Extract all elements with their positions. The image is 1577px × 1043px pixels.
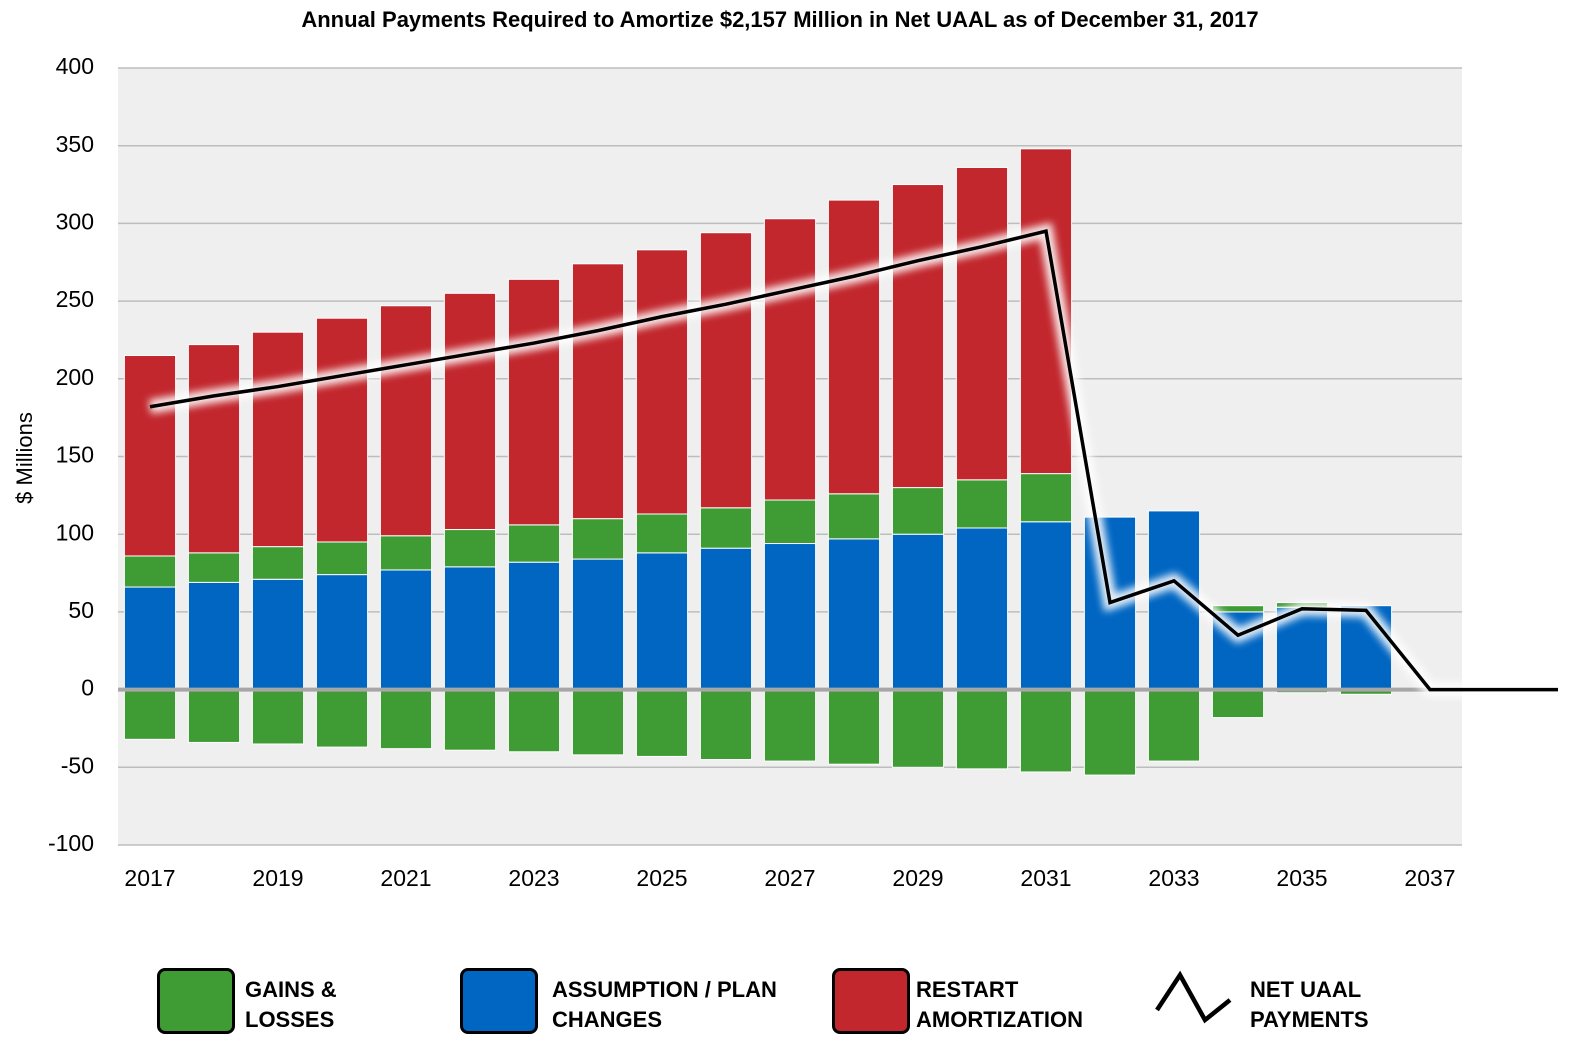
bar-segment	[699, 547, 753, 691]
bar-segment	[955, 527, 1009, 691]
bar-segment	[379, 535, 433, 571]
bar-segment	[827, 493, 881, 540]
bar-segment	[251, 331, 305, 548]
bar-segment	[1019, 521, 1073, 691]
bar-segment	[1083, 689, 1137, 776]
bar-segment	[763, 499, 817, 545]
bar-segment	[635, 689, 689, 757]
bar-segment	[827, 689, 881, 765]
bar-segment	[443, 292, 497, 531]
bar-segment	[251, 546, 305, 580]
bar-segment	[315, 317, 369, 543]
bar-segment	[1019, 473, 1073, 523]
bar-segment	[635, 513, 689, 554]
x-tick-label: 2029	[892, 865, 943, 891]
bar-segment	[443, 566, 497, 691]
bar-segment	[699, 232, 753, 509]
line	[149, 229, 1558, 692]
y-tick-label: -50	[61, 752, 94, 778]
bar-segment	[763, 689, 817, 762]
bar-segment	[507, 561, 561, 691]
bar-segment	[379, 569, 433, 691]
bar-segment	[507, 278, 561, 526]
bar-segment	[1211, 689, 1265, 719]
bar-segment	[507, 524, 561, 563]
bar-segment	[187, 552, 241, 583]
bar-segment	[955, 166, 1009, 481]
x-tick-label: 2037	[1404, 865, 1455, 891]
bar-segment	[443, 689, 497, 751]
bar-segment	[763, 543, 817, 691]
bar-segment	[1147, 689, 1201, 762]
bar-segment	[891, 487, 945, 535]
legend-icon	[1155, 970, 1232, 1024]
bar-segment	[571, 558, 625, 691]
y-tick-label: 250	[56, 286, 94, 312]
bar-segment	[827, 199, 881, 495]
legend-line	[1155, 970, 1232, 1024]
bar-segment	[891, 689, 945, 768]
bar-segment	[955, 479, 1009, 529]
x-tick-label: 2019	[252, 865, 303, 891]
y-tick-label: 300	[56, 208, 94, 234]
x-tick-label: 2031	[1020, 865, 1071, 891]
bar-segment	[699, 507, 753, 549]
bar-segment	[187, 581, 241, 691]
bar-segment	[507, 689, 561, 753]
legend-label: RESTART AMORTIZATION	[916, 977, 1084, 1032]
legend-label: ASSUMPTION / PLAN CHANGES	[552, 977, 777, 1032]
y-tick-label: 400	[56, 53, 94, 79]
chart: Annual Payments Required to Amortize $2,…	[12, 7, 1558, 891]
x-tick-label: 2033	[1148, 865, 1199, 891]
bar-segment	[763, 218, 817, 501]
y-tick-label: -100	[48, 830, 94, 856]
bar-segment	[1019, 689, 1073, 773]
bar-segment	[571, 518, 625, 560]
legend-swatch	[832, 968, 910, 1034]
bar-segment	[251, 689, 305, 745]
x-tick-label: 2027	[764, 865, 815, 891]
chart-title: Annual Payments Required to Amortize $2,…	[301, 7, 1258, 32]
y-tick-label: 0	[81, 675, 94, 701]
bar-segment	[123, 354, 177, 557]
y-tick-label: 100	[56, 519, 94, 545]
bar-segment	[635, 552, 689, 691]
bar-segment	[315, 541, 369, 576]
y-tick-label: 200	[56, 364, 94, 390]
y-axis-label: $ Millions	[12, 412, 37, 504]
bar-segment	[315, 574, 369, 691]
y-tick-label: 350	[56, 131, 94, 157]
x-tick-label: 2017	[124, 865, 175, 891]
legend-label: NET UAAL PAYMENTS	[1250, 977, 1369, 1032]
bar-segment	[251, 578, 305, 691]
bar-segment	[891, 533, 945, 691]
bar-segment	[699, 689, 753, 761]
bar-segment	[187, 344, 241, 554]
x-tick-label: 2025	[636, 865, 687, 891]
bar-segment	[123, 689, 177, 740]
bar-segment	[571, 689, 625, 756]
x-tick-label: 2035	[1276, 865, 1327, 891]
legend-swatch	[460, 968, 538, 1034]
bar-segment	[827, 538, 881, 691]
bar-segment	[443, 529, 497, 568]
bar-segment	[123, 586, 177, 691]
bar-segment	[571, 263, 625, 520]
bar-segment	[315, 689, 369, 748]
bar-segment	[379, 305, 433, 537]
bar-segment	[379, 689, 433, 750]
x-tick-label: 2021	[380, 865, 431, 891]
y-tick-label: 150	[56, 442, 94, 468]
bar-segment	[123, 555, 177, 588]
legend-swatch	[157, 968, 235, 1034]
x-tick-label: 2023	[508, 865, 559, 891]
y-tick-label: 50	[68, 597, 94, 623]
legend-label: GAINS & LOSSES	[245, 977, 337, 1032]
bar-segment	[187, 689, 241, 743]
bar-segment	[891, 184, 945, 489]
bar-segment	[955, 689, 1009, 770]
bar-segment	[635, 249, 689, 515]
